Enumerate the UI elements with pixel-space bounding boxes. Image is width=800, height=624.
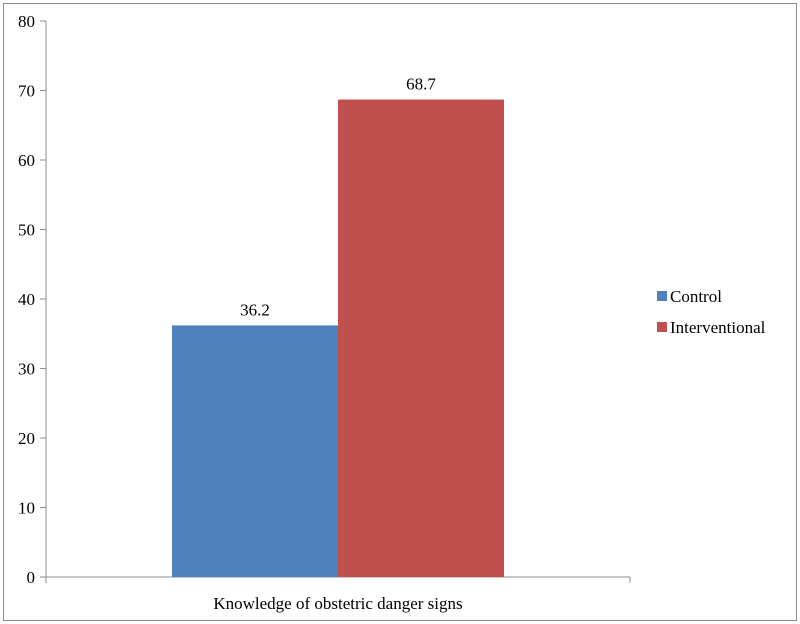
x-category-label: Knowledge of obstetric danger signs [213, 594, 462, 613]
data-labels: 36.2 68.7 [240, 75, 436, 320]
legend: Control Interventional [657, 287, 766, 337]
legend-label-interventional: Interventional [670, 318, 766, 337]
y-tick-label: 20 [18, 429, 35, 448]
bar-control [172, 325, 338, 577]
legend-label-control: Control [670, 287, 722, 306]
y-tick-label: 70 [18, 82, 35, 101]
data-label-control: 36.2 [240, 300, 270, 319]
legend-swatch-interventional [657, 322, 667, 332]
y-tick-label: 0 [27, 568, 36, 587]
y-tick-label: 50 [18, 221, 35, 240]
y-tick-label: 10 [18, 499, 35, 518]
y-tick-label: 30 [18, 360, 35, 379]
y-tick-label: 80 [18, 12, 35, 31]
y-tick-label: 60 [18, 151, 35, 170]
data-label-interventional: 68.7 [406, 75, 436, 94]
bar-interventional [338, 99, 504, 577]
legend-swatch-control [657, 291, 667, 301]
y-tick-label: 40 [18, 290, 35, 309]
bars [172, 99, 504, 577]
y-axis: 0 10 20 30 40 50 60 70 80 [18, 12, 47, 587]
